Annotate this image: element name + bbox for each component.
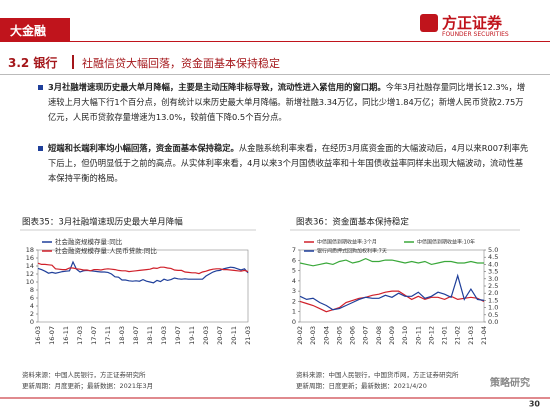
x-tick-label: 20-08	[375, 326, 383, 345]
series-line	[37, 260, 249, 284]
y-tick-label: 10	[26, 278, 34, 286]
y-tick-label: 1	[292, 308, 296, 316]
x-tick-label: 18-03	[118, 326, 126, 345]
y2-tick-label: 1.5	[488, 296, 498, 304]
x-tick-label: 19-03	[160, 326, 168, 345]
legend-label: 中债国债到期收益率:10年	[417, 239, 475, 246]
bullet-marker	[38, 146, 43, 151]
logo-en: FOUNDER SECURITIES	[442, 31, 509, 38]
bullet: 短端和长端利率均小幅回落，资金面基本保持稳定。从金融系统利率来看，在经历3月底资…	[48, 141, 530, 186]
bullet-bold: 短端和长端利率均小幅回落，资金面基本保持稳定。	[48, 143, 239, 153]
x-tick-label: 21-02	[454, 326, 462, 345]
x-tick-label: 20-04	[322, 326, 330, 345]
x-tick-label: 17-11	[104, 326, 112, 345]
y-tick-label: 6	[30, 294, 34, 302]
section-name: 大金融	[10, 24, 47, 38]
y-tick-label: 8	[30, 286, 34, 294]
x-tick-label: 20-11	[414, 326, 422, 345]
y2-tick-label: 2.0	[488, 289, 498, 297]
y-tick-label: 12	[26, 270, 34, 278]
section-number: 3.2 银行	[8, 56, 58, 70]
watermark: 策略研究	[490, 376, 530, 389]
x-tick-label: 20-07	[216, 326, 224, 345]
bullet-bold: 3月社融增速现历史最大单月降幅，主要是主动压降非标导致，流动性进入紧信用的窗口期…	[48, 82, 386, 92]
bullet-text: 今年3月社融存量同比增长12.3%，增速较上月大幅下行1个百分点，创有统计以来历…	[48, 82, 526, 122]
title-separator	[72, 55, 74, 69]
y-tick-label: 2	[30, 310, 34, 318]
y-tick-label: 4	[292, 277, 296, 285]
section-title: 社融信贷大幅回落，资金面基本保持稳定	[82, 57, 280, 70]
y-tick-label: 5	[292, 267, 296, 275]
y-tick-label: 0	[30, 318, 34, 326]
x-tick-label: 17-07	[90, 326, 98, 345]
x-tick-label: 20-12	[427, 326, 435, 345]
x-tick-label: 20-03	[202, 326, 210, 345]
chart-title: 图表35：3月社融增速现历史最大单月降幅	[22, 217, 183, 228]
y2-tick-label: 1.0	[488, 304, 498, 312]
bullet: 3月社融增速现历史最大单月降幅，主要是主动压降非标导致，流动性进入紧信用的窗口期…	[48, 80, 530, 125]
y-tick-label: 7	[292, 246, 296, 254]
x-tick-label: 16-03	[34, 326, 42, 345]
x-tick-label: 21-03	[244, 326, 252, 345]
y-tick-label: 0	[292, 318, 296, 326]
plot-frame	[37, 249, 249, 323]
source: 资料来源：中国人民银行，方正证券研究所	[22, 370, 146, 379]
y-tick-label: 3	[292, 287, 296, 295]
x-tick-label: 18-07	[132, 326, 140, 345]
series-line	[299, 257, 484, 267]
logo: 方正证券	[442, 14, 503, 32]
legend-label: 银行间质押式回购加权利率:7天	[317, 248, 387, 255]
y2-tick-label: 3.5	[488, 268, 498, 276]
x-tick-label: 20-02	[296, 326, 304, 345]
x-tick-label: 20-10	[401, 326, 409, 345]
update: 更新周期：日度更新；最新数据：2021/4/20	[296, 381, 427, 390]
y2-tick-label: 0.5	[488, 311, 498, 319]
series-line	[299, 290, 485, 313]
title-rule	[0, 74, 550, 75]
x-tick-label: 16-07	[48, 326, 56, 345]
x-tick-label: 20-11	[230, 326, 238, 345]
x-tick-label: 20-06	[349, 326, 357, 345]
bullet-text: 从金融系统利率来看，在经历3月底资金面的大幅波动后，4月以来R007利率先下后上…	[48, 143, 529, 183]
y-tick-label: 2	[292, 297, 296, 305]
x-tick-label: 21-01	[441, 326, 449, 345]
logo-icon	[420, 14, 438, 32]
x-tick-label: 19-11	[188, 326, 196, 345]
x-tick-label: 16-11	[62, 326, 70, 345]
x-tick-label: 19-07	[174, 326, 182, 345]
y-tick-label: 4	[30, 302, 34, 310]
y2-tick-label: 0.0	[488, 318, 498, 326]
x-tick-label: 20-03	[309, 326, 317, 345]
series-line	[299, 273, 485, 311]
header-rule	[0, 41, 550, 42]
x-tick-label: 21-04	[480, 326, 488, 345]
y-tick-label: 14	[26, 262, 34, 270]
y2-tick-label: 5.0	[488, 246, 498, 254]
x-tick-label: 21-03	[467, 326, 475, 345]
y2-tick-label: 2.5	[488, 282, 498, 290]
page-number: 30	[529, 400, 541, 409]
chart-title: 图表36：资金面基本保持稳定	[296, 217, 409, 228]
y-tick-label: 18	[26, 246, 34, 254]
y2-tick-label: 3.0	[488, 275, 498, 283]
y-tick-label: 6	[292, 256, 296, 264]
series-line	[37, 262, 249, 275]
legend-label: 社会融资规模存量:同比	[55, 237, 123, 246]
x-tick-label: 20-09	[388, 326, 396, 345]
bullet-marker	[38, 85, 43, 90]
x-tick-label: 18-11	[146, 326, 154, 345]
legend-label: 中债国债到期收益率:3个月	[317, 239, 377, 246]
y-tick-label: 16	[26, 254, 34, 262]
update: 更新周期：月度更新；最新数据：2021年3月	[22, 381, 153, 390]
x-tick-label: 20-07	[362, 326, 370, 345]
y2-tick-label: 4.5	[488, 253, 498, 261]
source: 资料来源：中国人民银行，中国货币网，方正证券研究所	[296, 370, 459, 379]
y2-tick-label: 4.0	[488, 260, 498, 268]
x-tick-label: 17-03	[76, 326, 84, 345]
section-tab	[0, 18, 70, 42]
x-tick-label: 20-05	[335, 326, 343, 345]
legend-label: 社会融资规模存量:人民币贷款:同比	[55, 246, 157, 255]
